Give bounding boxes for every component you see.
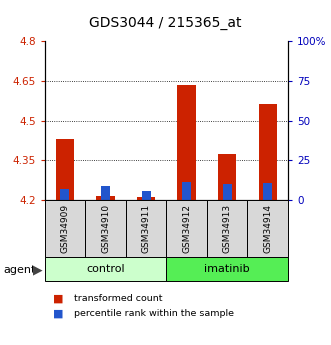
Text: ■: ■ [53,309,64,319]
Bar [126,200,166,257]
Bar [182,182,191,200]
Bar [61,189,70,200]
Text: GSM34914: GSM34914 [263,204,272,253]
Text: GSM34910: GSM34910 [101,204,110,253]
Text: ■: ■ [53,294,64,303]
Bar [142,190,151,200]
Bar [166,257,288,281]
Bar [177,85,196,200]
Text: GSM34909: GSM34909 [61,204,70,253]
Bar [85,200,126,257]
Text: imatinib: imatinib [204,264,250,274]
Text: GSM34913: GSM34913 [223,204,232,253]
Text: agent: agent [3,265,36,275]
Bar [166,200,207,257]
Bar [45,200,85,257]
Bar [101,186,110,200]
Bar [259,104,277,200]
Text: percentile rank within the sample: percentile rank within the sample [74,309,234,318]
Text: GDS3044 / 215365_at: GDS3044 / 215365_at [89,16,242,30]
Bar [137,197,155,200]
Text: control: control [86,264,125,274]
Bar [218,154,236,200]
Text: GSM34912: GSM34912 [182,204,191,253]
Bar [45,257,166,281]
Bar [96,196,115,200]
Text: ▶: ▶ [33,263,43,276]
Bar [56,139,74,200]
Bar [223,184,232,200]
Bar [263,184,272,200]
Bar [207,200,247,257]
Bar [247,200,288,257]
Text: transformed count: transformed count [74,294,163,303]
Text: GSM34911: GSM34911 [142,204,151,253]
